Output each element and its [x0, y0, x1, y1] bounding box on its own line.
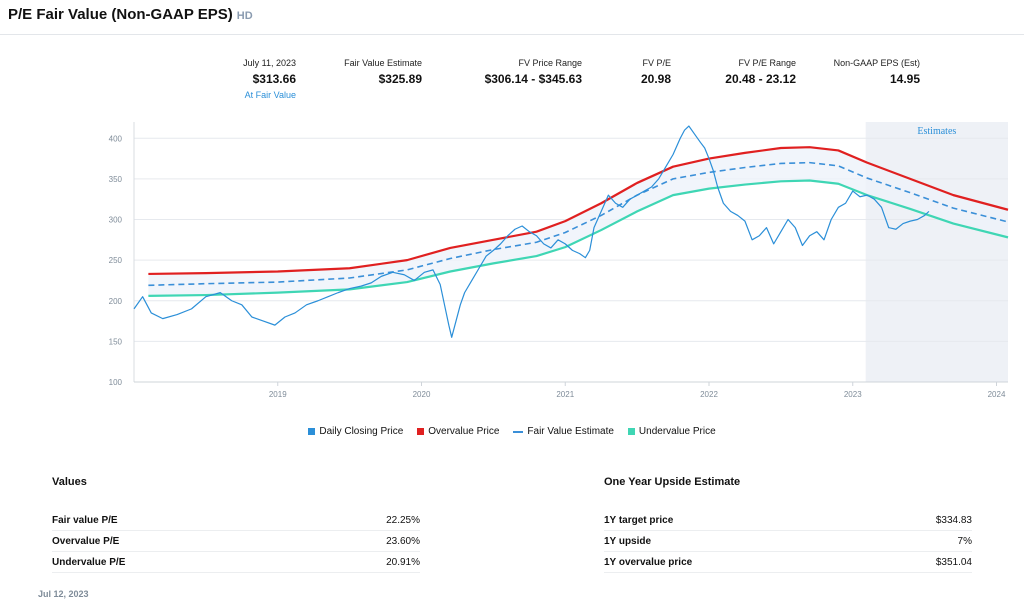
- row-label: Undervalue P/E: [52, 556, 126, 568]
- legend-label: Fair Value Estimate: [527, 426, 614, 437]
- legend-swatch: [308, 428, 316, 435]
- x-tick-label: 2024: [988, 390, 1006, 399]
- row-label: 1Y overvalue price: [604, 556, 693, 568]
- legend-swatch: [417, 428, 425, 435]
- x-tick-label: 2023: [844, 390, 862, 399]
- legend-item-price[interactable]: Daily Closing Price: [308, 426, 403, 437]
- values-panel-title: Values: [52, 476, 87, 488]
- y-tick-label: 350: [109, 175, 123, 184]
- row-value: 22.25%: [386, 514, 420, 526]
- table-row: Undervalue P/E 20.91%: [52, 552, 420, 573]
- legend-label: Daily Closing Price: [319, 426, 404, 437]
- x-tick-label: 2021: [556, 390, 574, 399]
- stat-label: July 11, 2023: [243, 58, 296, 68]
- legend-label: Overvalue Price: [428, 426, 500, 437]
- row-value: 20.91%: [386, 556, 420, 568]
- chart-title: P/E Fair Value (Non-GAAP EPS): [8, 6, 233, 23]
- row-value: $334.83: [935, 514, 972, 526]
- legend-label: Undervalue Price: [638, 426, 716, 437]
- stat-fair-value-estimate: Fair Value Estimate $325.89: [344, 58, 422, 86]
- stat-fv-pe-range: FV P/E Range 20.48 - 23.12: [725, 58, 796, 86]
- fair-value-status: At Fair Value: [244, 90, 296, 100]
- row-label: Overvalue P/E: [52, 535, 120, 547]
- upside-panel-title: One Year Upside Estimate: [604, 476, 741, 488]
- y-tick-label: 100: [109, 378, 123, 387]
- series-line-daily-closing-price: [133, 125, 930, 338]
- row-value: 23.60%: [386, 535, 420, 547]
- stat-non-gaap-eps: Non-GAAP EPS (Est) 14.95: [834, 58, 920, 86]
- y-tick-label: 250: [109, 256, 123, 265]
- stat-label: Fair Value Estimate: [344, 58, 422, 68]
- stat-value: 20.98: [640, 72, 671, 86]
- stat-fv-price-range: FV Price Range $306.14 - $345.63: [485, 58, 582, 86]
- row-label: Fair value P/E: [52, 514, 118, 526]
- row-value: 7%: [957, 535, 972, 547]
- row-label: 1Y target price: [604, 514, 674, 526]
- stat-current-price: July 11, 2023 $313.66 At Fair Value: [243, 58, 296, 100]
- y-tick-label: 400: [109, 134, 123, 143]
- fair-value-band: [148, 147, 1008, 296]
- y-tick-label: 300: [109, 216, 123, 225]
- stat-fv-pe: FV P/E 20.98: [641, 58, 671, 86]
- x-tick-label: 2019: [269, 390, 287, 399]
- series-line-undervalue-price: [148, 179, 1009, 297]
- row-label: 1Y upside: [604, 535, 652, 547]
- chart-legend: Daily Closing Price Overvalue Price Fair…: [0, 426, 1024, 437]
- table-row: Fair value P/E 22.25%: [52, 510, 420, 531]
- table-row: 1Y overvalue price $351.04: [604, 552, 972, 573]
- table-row: 1Y upside 7%: [604, 531, 972, 552]
- legend-swatch: [627, 428, 635, 435]
- estimates-region: [865, 122, 1008, 382]
- fair-value-chart: Estimates 100 150 200 250 300 350 400 2019 2020 20…: [109, 122, 1009, 399]
- series-line-overvalue-price: [148, 146, 1009, 276]
- stat-label: FV P/E Range: [738, 58, 796, 68]
- ticker-label: HD: [236, 10, 253, 22]
- values-panel: Values Fair value P/E 22.25% Overvalue P/…: [52, 476, 420, 573]
- estimates-label: Estimates: [917, 126, 956, 137]
- upside-panel: One Year Upside Estimate 1Y target price…: [604, 476, 972, 573]
- legend-item-overvalue[interactable]: Overvalue Price: [417, 426, 499, 437]
- stat-label: FV Price Range: [518, 58, 582, 68]
- row-value: $351.04: [935, 556, 972, 568]
- y-tick-label: 150: [109, 337, 123, 346]
- x-tick-label: 2022: [700, 390, 718, 399]
- legend-item-fair-value[interactable]: Fair Value Estimate: [513, 426, 614, 437]
- report-date: Jul 12, 2023: [38, 589, 89, 599]
- x-tick-label: 2020: [413, 390, 431, 399]
- stat-label: Non-GAAP EPS (Est): [833, 58, 920, 68]
- y-tick-label: 200: [109, 297, 123, 306]
- legend-item-undervalue[interactable]: Undervalue Price: [627, 426, 716, 437]
- table-row: Overvalue P/E 23.60%: [52, 531, 420, 552]
- stat-value: $313.66: [252, 72, 296, 86]
- header-divider: [0, 34, 1024, 35]
- stat-value: 20.48 - 23.12: [725, 72, 796, 86]
- stat-value: $325.89: [378, 72, 422, 86]
- stat-value: $306.14 - $345.63: [484, 72, 582, 86]
- legend-swatch: [513, 430, 524, 433]
- stat-label: FV P/E: [642, 58, 671, 68]
- page-title: P/E Fair Value (Non-GAAP EPS) HD: [8, 6, 253, 23]
- stat-value: 14.95: [889, 72, 920, 86]
- table-row: 1Y target price $334.83: [604, 510, 972, 531]
